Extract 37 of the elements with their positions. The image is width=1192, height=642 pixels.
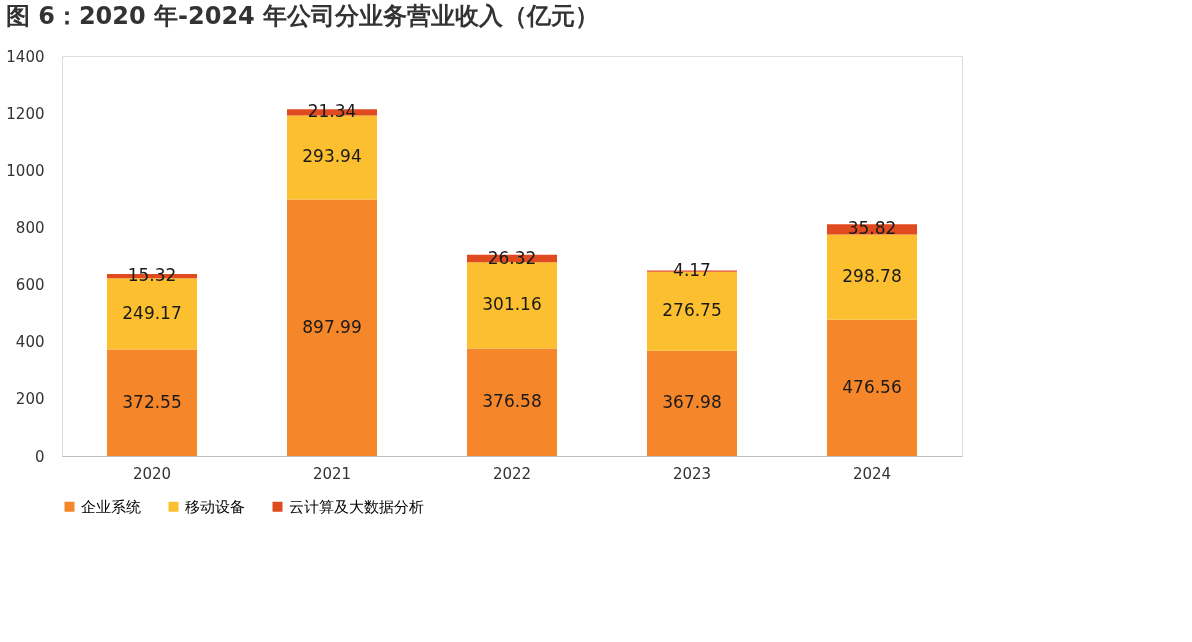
data-label: 372.55 bbox=[122, 391, 182, 412]
x-tick-label: 2022 bbox=[492, 464, 532, 483]
bar bbox=[827, 234, 917, 320]
data-label: 897.99 bbox=[302, 316, 362, 337]
data-label: 298.78 bbox=[842, 266, 902, 287]
legend-label: 企业系统 bbox=[81, 497, 141, 516]
data-label: 293.94 bbox=[302, 146, 362, 167]
y-tick-label: 0 bbox=[34, 447, 45, 466]
bar bbox=[467, 348, 557, 456]
y-tick-label: 600 bbox=[15, 276, 45, 295]
data-label: 476.56 bbox=[842, 376, 902, 397]
y-tick-label: 1000 bbox=[6, 161, 45, 180]
x-tick-label: 2020 bbox=[132, 464, 172, 483]
data-label: 35.82 bbox=[847, 218, 897, 239]
bar bbox=[107, 349, 197, 456]
data-label: 4.17 bbox=[673, 260, 711, 281]
y-tick-label: 400 bbox=[15, 333, 45, 352]
data-label: 249.17 bbox=[122, 302, 182, 323]
y-tick-label: 1200 bbox=[6, 104, 45, 123]
y-tick-label: 1400 bbox=[6, 47, 45, 66]
x-tick-label: 2023 bbox=[672, 464, 712, 483]
bar bbox=[647, 350, 737, 456]
chart-title: 图 6：2020 年-2024 年公司分业务营业收入（亿元） bbox=[5, 2, 600, 30]
x-tick-label: 2024 bbox=[852, 464, 892, 483]
x-tick-label: 2021 bbox=[312, 464, 352, 483]
data-label: 376.58 bbox=[482, 391, 542, 412]
data-label: 276.75 bbox=[662, 300, 722, 321]
legend-label: 云计算及大数据分析 bbox=[289, 497, 424, 516]
bar bbox=[467, 262, 557, 349]
y-tick-label: 800 bbox=[15, 218, 45, 237]
bar bbox=[287, 115, 377, 200]
data-label: 367.98 bbox=[662, 392, 722, 413]
y-tick-label: 200 bbox=[15, 390, 45, 409]
data-label: 301.16 bbox=[482, 294, 542, 315]
legend-label: 移动设备 bbox=[185, 497, 245, 516]
bar bbox=[287, 199, 377, 456]
bar bbox=[827, 319, 917, 456]
